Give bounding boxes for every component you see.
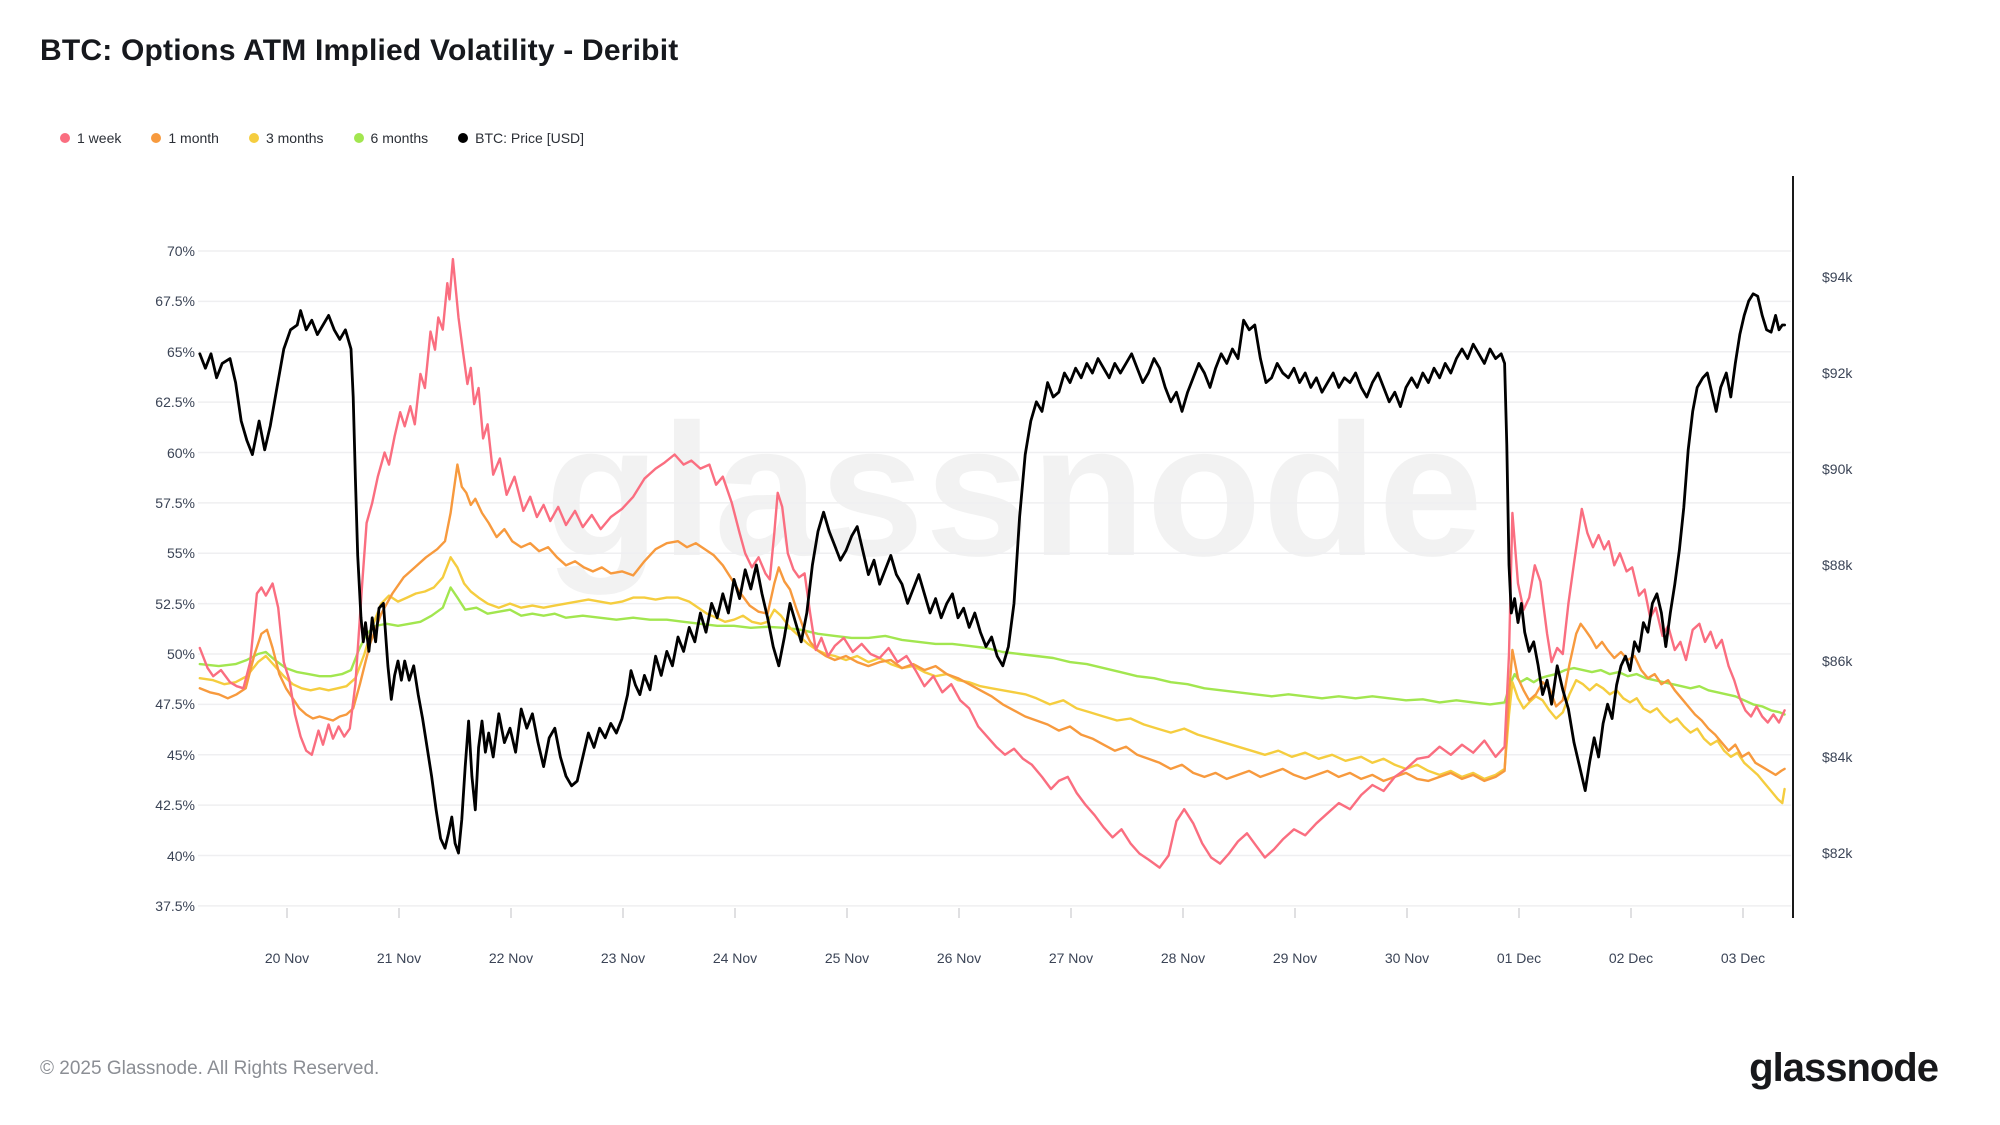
axis-tick-label: 55% xyxy=(166,545,195,562)
axis-tick-label: 47.5% xyxy=(155,696,195,713)
legend-dot-icon xyxy=(248,133,259,143)
glassnode-logo: glassnode xyxy=(1749,1046,1939,1090)
legend-dot-icon xyxy=(60,133,70,143)
axis-tick-label: 67.5% xyxy=(155,293,195,310)
axis-tick-label: 22 Nov xyxy=(488,950,534,966)
axis-tick-label: 03 Dec xyxy=(1720,950,1766,966)
legend-item-1-week[interactable]: 1 week xyxy=(60,130,121,146)
legend-label: 3 months xyxy=(265,130,324,146)
legend-item-1-month[interactable]: 1 month xyxy=(151,130,219,146)
series-6-months xyxy=(198,586,1786,716)
axis-tick-label: 27 Nov xyxy=(1048,950,1094,966)
legend-dot-icon xyxy=(458,133,469,143)
axis-tick-label: 50% xyxy=(166,646,195,662)
axis-tick-label: 02 Dec xyxy=(1608,950,1654,966)
legend-dot-icon xyxy=(151,133,162,143)
axis-tick-label: 28 Nov xyxy=(1160,950,1206,966)
axis-tick-label: 21 Nov xyxy=(376,950,422,966)
axis-tick-label: 57.5% xyxy=(155,494,195,511)
legend-label: 6 months xyxy=(370,130,429,146)
axis-tick-label: $92k xyxy=(1822,365,1853,381)
axis-tick-label: 60% xyxy=(166,444,195,461)
axis-tick-label: $88k xyxy=(1822,557,1853,573)
legend-item-6-months[interactable]: 6 months xyxy=(353,130,429,146)
axis-tick-label: 01 Dec xyxy=(1496,950,1542,966)
legend-dot-icon xyxy=(353,133,364,143)
legend-label: BTC: Price [USD] xyxy=(475,130,585,146)
axis-tick-label: $82k xyxy=(1822,845,1853,861)
legend-label: 1 week xyxy=(77,130,122,146)
axis-tick-label: 52.5% xyxy=(155,595,195,612)
axis-tick-label: 37.5% xyxy=(155,897,195,914)
axis-tick-label: 40% xyxy=(166,847,195,864)
axis-tick-label: 26 Nov xyxy=(936,950,982,966)
axis-tick-label: 20 Nov xyxy=(264,950,310,966)
series-1-month xyxy=(198,463,1786,783)
axis-tick-label: $84k xyxy=(1822,749,1853,765)
series-3-months xyxy=(198,556,1786,805)
axis-tick-label: 65% xyxy=(166,343,195,360)
legend-item-3-months[interactable]: 3 months xyxy=(248,130,324,146)
axis-tick-label: 24 Nov xyxy=(712,950,758,966)
axis-tick-label: 42.5% xyxy=(155,797,195,814)
axis-tick-label: 62.5% xyxy=(155,394,195,411)
glassnode-watermark: glassnode xyxy=(545,385,1484,595)
axis-tick-label: 23 Nov xyxy=(600,950,646,966)
axis-tick-label: 29 Nov xyxy=(1272,950,1318,966)
copyright-text: © 2025 Glassnode. All Rights Reserved. xyxy=(40,1058,380,1079)
page-title: BTC: Options ATM Implied Volatility - De… xyxy=(40,34,679,67)
axis-tick-label: $90k xyxy=(1822,461,1853,477)
legend-item-btc-price[interactable]: BTC: Price [USD] xyxy=(458,130,584,146)
axis-tick-label: 45% xyxy=(166,746,195,763)
chart-legend: 1 week 1 month 3 months 6 months BTC: Pr… xyxy=(60,130,584,146)
axis-tick-label: 70% xyxy=(166,243,195,259)
axis-tick-label: 25 Nov xyxy=(824,950,870,966)
axis-tick-label: 30 Nov xyxy=(1384,950,1430,966)
axis-tick-label: $86k xyxy=(1822,653,1853,669)
series-1-week xyxy=(198,257,1786,869)
series-btc-price-usd- xyxy=(198,292,1786,855)
axis-tick-label: $94k xyxy=(1822,269,1853,285)
legend-label: 1 month xyxy=(168,130,219,146)
